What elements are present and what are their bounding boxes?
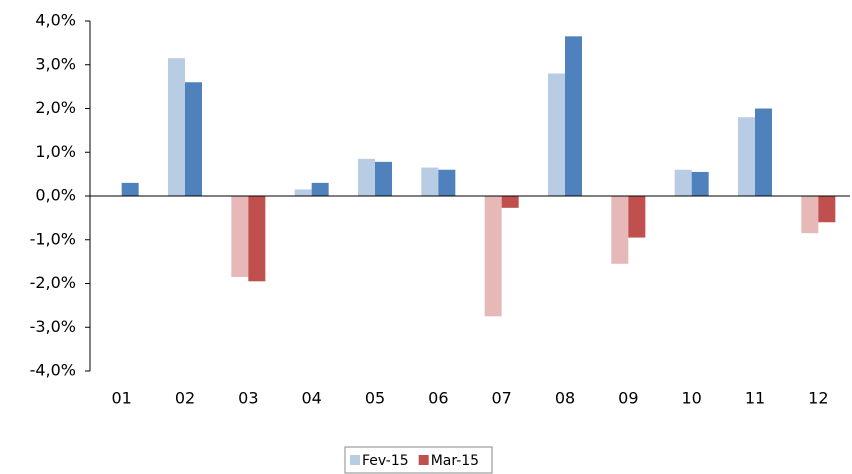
bar [565,36,582,196]
bar [185,82,202,196]
bar [755,108,772,196]
x-tick-label: 09 [618,389,638,408]
y-tick-label: -3,0% [30,317,76,336]
y-tick-label: 1,0% [35,142,76,161]
bar [358,158,375,196]
bar [501,196,519,208]
bar [818,196,836,223]
x-tick-label: 12 [808,389,828,408]
bar [628,196,646,238]
x-tick-label: 11 [745,389,765,408]
x-tick-label: 08 [555,389,575,408]
x-tick-label: 02 [175,389,195,408]
bar [484,196,502,317]
bar [421,167,439,196]
bar [738,117,755,196]
y-tick-label: -2,0% [30,273,76,292]
bar [438,169,456,196]
bar [231,196,249,277]
bar [311,182,329,196]
legend-swatch [350,455,360,465]
legend-label: Fev-15 [362,453,409,469]
bar [121,182,139,196]
y-tick-label: -1,0% [30,229,76,248]
y-tick-label: 2,0% [35,98,76,117]
bar [611,196,629,264]
x-tick-label: 03 [238,389,258,408]
x-tick-label: 06 [428,389,448,408]
bar [801,196,819,234]
x-tick-label: 04 [301,389,321,408]
legend-label: Mar-15 [431,453,479,469]
bar [691,171,709,196]
legend-swatch [418,455,429,465]
x-tick-label: 01 [111,389,131,408]
x-tick-label: 07 [491,389,511,408]
y-tick-label: -4,0% [30,361,76,380]
bar [548,73,565,196]
y-tick-label: 0,0% [35,186,76,205]
bar [375,161,392,196]
bar [674,169,692,196]
y-tick-label: 4,0% [35,11,76,30]
bar [168,58,185,196]
bar [294,189,312,196]
y-tick-label: 3,0% [35,54,76,73]
x-tick-label: 10 [681,389,701,408]
legend-box [344,446,493,474]
x-tick-label: 05 [365,389,385,408]
legend: Fev-15 Mar-15 [344,446,493,474]
bar [248,196,266,282]
